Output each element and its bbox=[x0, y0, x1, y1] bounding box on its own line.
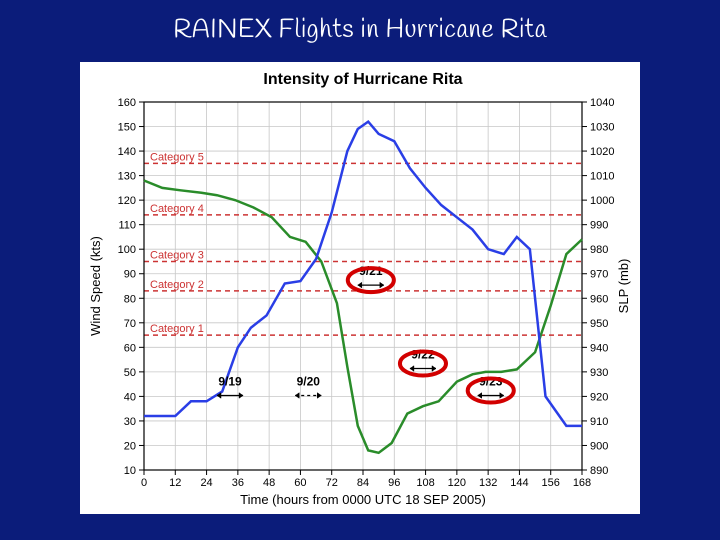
svg-text:1000: 1000 bbox=[590, 195, 614, 207]
svg-text:120: 120 bbox=[118, 195, 136, 207]
svg-text:120: 120 bbox=[448, 477, 466, 489]
svg-text:1020: 1020 bbox=[590, 146, 614, 158]
svg-text:990: 990 bbox=[590, 220, 608, 232]
svg-text:72: 72 bbox=[326, 477, 338, 489]
chart-title: Intensity of Hurricane Rita bbox=[263, 71, 462, 88]
flight-label: 9/20 bbox=[297, 374, 321, 388]
svg-text:920: 920 bbox=[590, 391, 608, 403]
svg-text:108: 108 bbox=[416, 477, 434, 489]
svg-text:90: 90 bbox=[124, 269, 136, 281]
slide-title: RAINEX Flights in Hurricane Rita bbox=[0, 0, 720, 48]
svg-text:84: 84 bbox=[357, 477, 369, 489]
svg-text:930: 930 bbox=[590, 367, 608, 379]
svg-text:10: 10 bbox=[124, 465, 136, 477]
y-left-title: Wind Speed (kts) bbox=[88, 236, 103, 336]
svg-text:970: 970 bbox=[590, 269, 608, 281]
svg-text:900: 900 bbox=[590, 440, 608, 452]
svg-text:150: 150 bbox=[118, 122, 136, 134]
svg-text:130: 130 bbox=[118, 171, 136, 183]
svg-text:80: 80 bbox=[124, 293, 136, 305]
svg-text:12: 12 bbox=[169, 477, 181, 489]
category-label: Category 2 bbox=[150, 279, 204, 291]
svg-text:40: 40 bbox=[124, 391, 136, 403]
svg-text:96: 96 bbox=[388, 477, 400, 489]
svg-text:1010: 1010 bbox=[590, 171, 614, 183]
chart-svg: Category 1 Category 2 Category 3 Category 4… bbox=[80, 62, 640, 514]
svg-text:160: 160 bbox=[118, 97, 136, 109]
svg-text:100: 100 bbox=[118, 244, 136, 256]
svg-text:1040: 1040 bbox=[590, 97, 614, 109]
svg-text:940: 940 bbox=[590, 342, 608, 354]
svg-text:132: 132 bbox=[479, 477, 497, 489]
svg-text:110: 110 bbox=[118, 220, 136, 232]
category-label: Category 3 bbox=[150, 249, 204, 261]
category-label: Category 1 bbox=[150, 323, 204, 335]
svg-text:20: 20 bbox=[124, 440, 136, 452]
svg-text:0: 0 bbox=[141, 477, 147, 489]
svg-text:36: 36 bbox=[232, 477, 244, 489]
x-axis-title: Time (hours from 0000 UTC 18 SEP 2005) bbox=[240, 492, 486, 507]
svg-text:910: 910 bbox=[590, 416, 608, 428]
svg-text:50: 50 bbox=[124, 367, 136, 379]
svg-text:24: 24 bbox=[200, 477, 212, 489]
svg-text:950: 950 bbox=[590, 318, 608, 330]
svg-text:960: 960 bbox=[590, 293, 608, 305]
svg-text:980: 980 bbox=[590, 244, 608, 256]
svg-text:144: 144 bbox=[510, 477, 528, 489]
svg-text:156: 156 bbox=[542, 477, 560, 489]
y-right-title: SLP (mb) bbox=[616, 259, 631, 314]
svg-text:48: 48 bbox=[263, 477, 275, 489]
svg-text:70: 70 bbox=[124, 318, 136, 330]
category-label: Category 4 bbox=[150, 203, 204, 215]
svg-text:60: 60 bbox=[124, 342, 136, 354]
intensity-chart: Category 1 Category 2 Category 3 Category 4… bbox=[80, 62, 640, 514]
svg-text:140: 140 bbox=[118, 146, 136, 158]
svg-text:1030: 1030 bbox=[590, 122, 614, 134]
svg-text:60: 60 bbox=[294, 477, 306, 489]
flight-label: 9/19 bbox=[218, 374, 242, 388]
category-label: Category 5 bbox=[150, 151, 204, 163]
svg-text:30: 30 bbox=[124, 416, 136, 428]
svg-text:168: 168 bbox=[573, 477, 591, 489]
svg-text:890: 890 bbox=[590, 465, 608, 477]
